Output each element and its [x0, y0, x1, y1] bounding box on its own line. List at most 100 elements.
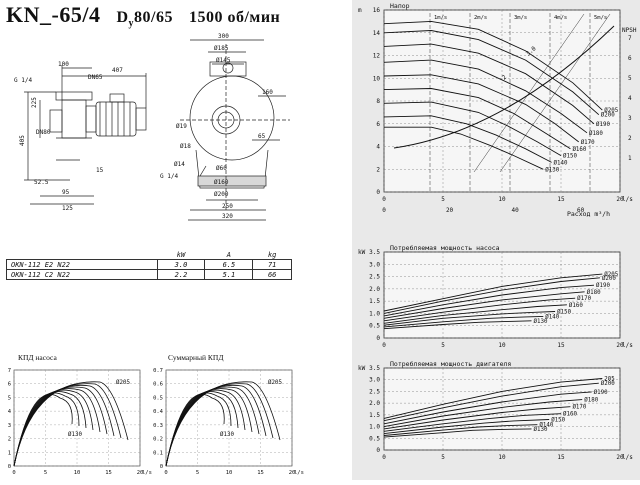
- eff-x-unit-label: l/s: [294, 470, 304, 476]
- x-tick-label: 15: [557, 196, 565, 203]
- series-line: [383, 74, 579, 143]
- series-line: [383, 399, 583, 428]
- series-line: [383, 424, 538, 436]
- dim-side-top-small: 100: [58, 61, 69, 68]
- y-tick-label: 2.5: [369, 274, 380, 281]
- y-tick-label: 1.0: [369, 424, 380, 431]
- npsh-tick-label: 7: [628, 35, 632, 42]
- series-label: Ø190: [596, 121, 610, 128]
- series-line: [384, 126, 544, 170]
- series-line: [383, 304, 567, 324]
- eff-min-label: Ø130: [68, 431, 82, 438]
- velocity-label: 1m/s: [434, 15, 447, 21]
- dim-front-pcd: Ø185: [214, 45, 229, 52]
- series-label: Ø200: [601, 380, 615, 387]
- chart-title: Потребляемая мощность насоса: [390, 244, 500, 252]
- npsh-tick-label: 1: [628, 155, 632, 162]
- eff-x-tick-label: 0: [164, 470, 167, 476]
- eff-y-tick-label: 0.3: [153, 423, 163, 429]
- series-label: Ø150: [563, 153, 577, 160]
- series-label: Ø170: [581, 139, 595, 146]
- model-title: KN_-65/4 Dy80/65 1500 об/мин: [6, 2, 280, 29]
- series-line: [383, 43, 595, 125]
- x-tick-label: 5: [441, 342, 445, 349]
- pump-foot: [195, 149, 269, 189]
- speed-label: 1500 об/мин: [188, 9, 281, 26]
- dim-front-width: 300: [218, 33, 229, 40]
- series-label: Ø140: [554, 159, 568, 166]
- suction-flange: [49, 109, 63, 133]
- x-tick-label: 20: [616, 454, 624, 461]
- series-line: [383, 320, 532, 330]
- y-axis-label: kW: [358, 249, 366, 256]
- dim-discharge-dn: DN65: [88, 74, 103, 81]
- chart-title: Напор: [390, 2, 410, 10]
- flow-axis-label: Расход m³/h: [567, 210, 610, 218]
- series-line: [383, 88, 571, 150]
- dim-front-bolt: Ø18: [180, 143, 191, 150]
- eff-y-tick-label: 2: [8, 437, 11, 443]
- x-tick-label: 0: [382, 342, 386, 349]
- x-tick-label: 5: [441, 454, 445, 461]
- eff-x-tick-label: 10: [226, 470, 233, 476]
- x-tick-label: 10: [498, 454, 506, 461]
- eff-curve: [165, 381, 281, 467]
- series-line: [383, 284, 595, 317]
- npsh-tick-label: 5: [628, 75, 632, 82]
- y-tick-label: 12: [373, 53, 381, 60]
- flow-tick-label: 40: [511, 207, 519, 214]
- series-label: Ø170: [572, 404, 586, 411]
- eff-y-tick-label: 0.2: [153, 437, 163, 443]
- dn-sub: y: [128, 18, 135, 29]
- x-tick-label: 20: [616, 342, 624, 349]
- y-tick-label: 1.5: [369, 298, 380, 305]
- technical-drawing: 100 407 DN65 G 1/4 225 405 DN80 52.5 95 …: [14, 33, 290, 221]
- series-line: [383, 59, 588, 134]
- series-label: Ø130: [534, 318, 548, 325]
- eff-curve: [13, 388, 101, 467]
- series-label: 205: [604, 377, 615, 383]
- x-tick-label: 15: [557, 342, 565, 349]
- series-line: [383, 291, 585, 319]
- dim-front-foot-width: 250: [222, 203, 233, 210]
- model-name: KN_-65/4: [6, 2, 101, 27]
- x-unit-label: l/s: [622, 342, 633, 349]
- y-tick-label: 6: [376, 121, 380, 128]
- eff-y-tick-label: 0.5: [153, 395, 163, 401]
- dim-side-base: 125: [62, 205, 73, 212]
- eff-x-tick-label: 5: [196, 470, 199, 476]
- series-label: Ø170: [577, 295, 591, 302]
- eff-x-tick-label: 5: [44, 470, 47, 476]
- spec-kw: 2.2: [156, 269, 206, 280]
- x-unit-label: l/s: [622, 196, 633, 203]
- series-line: [383, 391, 592, 425]
- flow-tick-label: 60: [577, 207, 585, 214]
- series-line: [383, 101, 562, 156]
- velocity-label: 2m/s: [474, 15, 487, 21]
- y-axis-label: kW: [358, 365, 366, 372]
- eff-x-tick-label: 20: [137, 470, 144, 476]
- series-line: [383, 297, 576, 322]
- series-label: Ø200: [602, 275, 616, 282]
- dim-front-outer: Ø200: [214, 191, 229, 198]
- dim-front-flange: Ø160: [214, 179, 229, 186]
- x-tick-label: 0: [382, 454, 386, 461]
- y-tick-label: 4: [376, 144, 380, 151]
- npsh-axis-label: NPSH m: [622, 27, 640, 34]
- y-tick-label: 10: [373, 75, 381, 82]
- series-label: Ø160: [572, 146, 586, 153]
- y-tick-label: 0: [376, 335, 380, 342]
- eff-x-tick-label: 0: [12, 470, 15, 476]
- eff-curve: [13, 386, 108, 467]
- eff-x-tick-label: 10: [74, 470, 81, 476]
- y-tick-label: 2: [376, 166, 380, 173]
- series-label: Ø160: [569, 302, 583, 309]
- discharge-flange: [55, 91, 93, 101]
- series-line: [383, 30, 600, 116]
- series-label: Ø180: [587, 289, 601, 296]
- eff-x-tick-label: 15: [257, 470, 264, 476]
- eff-y-tick-label: 0: [8, 464, 11, 470]
- velocity-label: 5m/s: [594, 15, 607, 21]
- dim-front-bolt-circle: Ø145: [216, 57, 231, 64]
